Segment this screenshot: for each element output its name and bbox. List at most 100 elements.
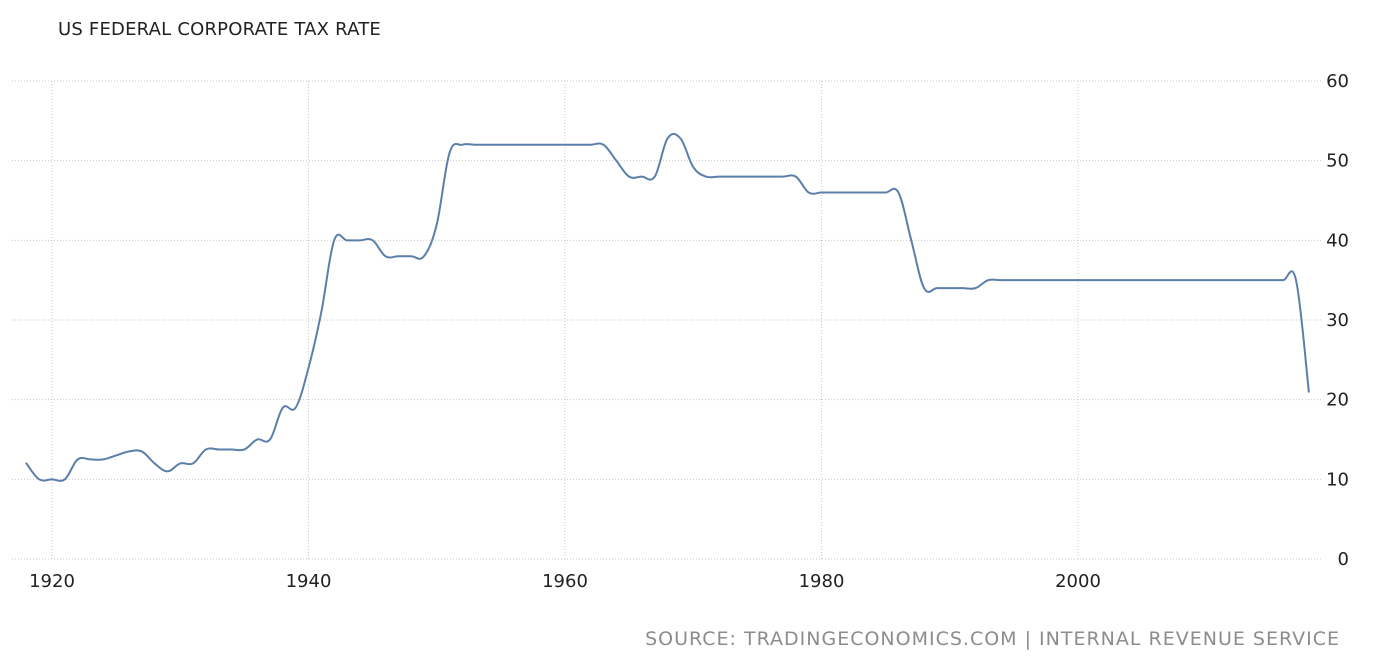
data-point	[627, 175, 631, 179]
series-layer	[24, 132, 1311, 482]
data-point	[755, 175, 759, 179]
x-tick-label: 1920	[29, 571, 75, 592]
data-point	[1307, 390, 1311, 394]
data-point	[371, 238, 375, 242]
data-point	[101, 457, 105, 461]
data-point	[178, 461, 182, 465]
data-point	[743, 175, 747, 179]
data-point	[191, 461, 195, 465]
data-point	[499, 143, 503, 147]
data-point	[691, 165, 695, 169]
data-point	[614, 159, 618, 163]
data-point	[153, 461, 157, 465]
data-point	[601, 143, 605, 147]
data-point	[1230, 278, 1234, 282]
data-point	[717, 175, 721, 179]
data-point	[1268, 278, 1272, 282]
data-point	[422, 254, 426, 258]
data-point	[871, 191, 875, 195]
x-tick-label: 1940	[286, 571, 332, 592]
data-point	[1114, 278, 1118, 282]
y-tick-label: 50	[1326, 151, 1349, 172]
data-point	[730, 175, 734, 179]
data-point	[1256, 278, 1260, 282]
data-point	[768, 175, 772, 179]
y-tick-label: 10	[1326, 469, 1349, 490]
data-point	[807, 191, 811, 195]
data-point	[332, 238, 336, 242]
data-point	[88, 457, 92, 461]
data-point	[1179, 278, 1183, 282]
data-point	[396, 254, 400, 258]
data-point	[165, 469, 169, 473]
data-point	[653, 175, 657, 179]
data-point	[1089, 278, 1093, 282]
data-point	[1076, 278, 1080, 282]
data-point	[1012, 278, 1016, 282]
x-tick-label: 1960	[542, 571, 588, 592]
series-line-0	[25, 132, 1310, 482]
data-point	[1102, 278, 1106, 282]
data-point	[922, 286, 926, 290]
data-point	[1127, 278, 1131, 282]
data-point	[486, 143, 490, 147]
data-point	[473, 143, 477, 147]
data-point	[127, 449, 131, 453]
data-point	[1243, 278, 1247, 282]
x-tick-label: 2000	[1055, 571, 1101, 592]
data-point	[563, 143, 567, 147]
data-point	[948, 286, 952, 290]
data-point	[1166, 278, 1170, 282]
data-point	[1153, 278, 1157, 282]
y-tick-label: 0	[1338, 549, 1349, 570]
data-point	[525, 143, 529, 147]
data-point	[358, 238, 362, 242]
data-point	[858, 191, 862, 195]
data-point	[537, 143, 541, 147]
data-point	[640, 175, 644, 179]
data-point	[140, 449, 144, 453]
data-point	[281, 406, 285, 410]
y-tick-label: 40	[1326, 230, 1349, 251]
data-point	[1063, 278, 1067, 282]
data-point	[76, 457, 80, 461]
data-point	[1191, 278, 1195, 282]
data-point	[909, 238, 913, 242]
data-point	[37, 477, 41, 481]
data-point	[550, 143, 554, 147]
data-point	[307, 366, 311, 370]
data-point	[1025, 278, 1029, 282]
data-point	[589, 143, 593, 147]
chart-title: US FEDERAL CORPORATE TAX RATE	[58, 19, 381, 40]
data-point	[794, 175, 798, 179]
data-point	[704, 175, 708, 179]
source-attribution: SOURCE: TRADINGECONOMICS.COM | INTERNAL …	[645, 628, 1340, 650]
data-point	[24, 461, 28, 465]
axis-labels: 0 10 20 30 40 50 60 1920 1940 1960 1980 2000	[29, 71, 1349, 592]
data-point	[666, 136, 670, 140]
data-point	[242, 447, 246, 451]
data-point	[1281, 278, 1285, 282]
data-point	[999, 278, 1003, 282]
data-point	[961, 286, 965, 290]
data-point	[832, 191, 836, 195]
data-point	[294, 406, 298, 410]
data-point	[409, 254, 413, 258]
data-point	[345, 238, 349, 242]
data-point	[268, 438, 272, 442]
data-point	[1217, 278, 1221, 282]
data-point	[460, 143, 464, 147]
data-point	[678, 136, 682, 140]
data-point	[448, 151, 452, 155]
data-point	[383, 254, 387, 258]
data-point	[845, 191, 849, 195]
data-point	[512, 143, 516, 147]
data-point	[435, 222, 439, 226]
data-point	[230, 447, 234, 451]
data-point	[896, 191, 900, 195]
data-point	[576, 143, 580, 147]
y-tick-label: 20	[1326, 390, 1349, 411]
data-point	[204, 447, 208, 451]
data-point	[973, 286, 977, 290]
